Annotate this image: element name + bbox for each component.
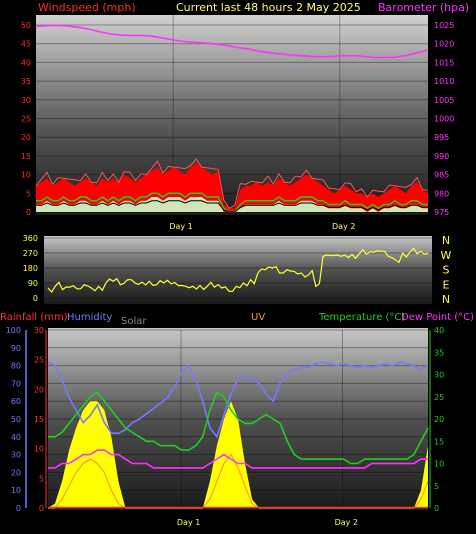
wind-tick-label: 50 (21, 21, 31, 30)
wind-tick-label: 20 (21, 133, 31, 142)
humidity-tick-label: 100 (6, 326, 21, 335)
temp-tick-label: 35 (434, 348, 444, 357)
chart-title: Current last 48 hours 2 May 2025 (176, 1, 361, 14)
rain-tick-label: 20 (34, 385, 44, 394)
rain-tick-label: 5 (39, 474, 44, 483)
baro-tick-label: 975 (434, 208, 449, 217)
wind-tick-label: 0 (26, 208, 31, 217)
humidity-tick-label: 90 (11, 344, 21, 353)
legend-label: Rainfall (mm) (0, 312, 68, 323)
baro-tick-label: 995 (434, 133, 449, 142)
day-label: Day 1 (169, 222, 192, 231)
compass-label: W (441, 249, 452, 262)
humidity-tick-label: 40 (11, 433, 21, 442)
temperature-line (48, 391, 429, 465)
baro-tick-label: 985 (434, 171, 449, 180)
humidity-tick-label: 30 (11, 451, 21, 460)
baro-tick-label: 1020 (434, 40, 454, 49)
rain-tick-label: 30 (34, 326, 44, 335)
humidity-tick-label: 80 (11, 362, 21, 371)
day-label: Day 2 (332, 222, 355, 231)
temp-tick-label: 25 (434, 393, 444, 402)
direction-tick-label: 270 (23, 249, 38, 258)
direction-tick-label: 0 (33, 294, 38, 303)
temp-tick-label: 20 (434, 415, 444, 424)
compass-label: E (443, 278, 450, 291)
baro-tick-label: 1005 (434, 96, 454, 105)
day-label: Day 1 (177, 518, 200, 527)
temp-tick-label: 10 (434, 460, 444, 469)
humidity-tick-label: 70 (11, 379, 21, 388)
temp-tick-label: 15 (434, 437, 444, 446)
wind-tick-label: 35 (21, 77, 31, 86)
wind-light-area (36, 197, 428, 212)
wind-tick-label: 45 (21, 40, 31, 49)
baro-tick-label: 1015 (434, 58, 454, 67)
compass-label: N (442, 234, 450, 247)
baro-tick-label: 980 (434, 189, 449, 198)
wind-tick-label: 25 (21, 115, 31, 124)
rain-tick-label: 15 (34, 415, 44, 424)
direction-line (47, 247, 429, 293)
baro-tick-label: 1000 (434, 115, 454, 124)
wind-tick-label: 10 (21, 171, 31, 180)
rain-tick-label: 10 (34, 445, 44, 454)
baro-tick-label: 990 (434, 152, 449, 161)
day-label: Day 2 (335, 518, 358, 527)
wind-tick-label: 5 (26, 189, 31, 198)
humidity-tick-label: 50 (11, 415, 21, 424)
humidity-line (47, 361, 429, 439)
rain-tick-label: 25 (34, 356, 44, 365)
humidity-tick-label: 20 (11, 468, 21, 477)
wind-tick-label: 40 (21, 58, 31, 67)
rain-tick-label: 0 (39, 504, 44, 513)
baro-tick-label: 1010 (434, 77, 454, 86)
dewpoint-line (48, 449, 428, 469)
temp-tick-label: 40 (434, 326, 444, 335)
temp-tick-label: 0 (434, 504, 439, 513)
temp-tick-label: 5 (434, 482, 439, 491)
legend-label: UV (251, 312, 265, 323)
wind-tick-label: 15 (21, 152, 31, 161)
humidity-tick-label: 0 (16, 504, 21, 513)
solar-area (48, 401, 428, 508)
baro-tick-label: 1025 (434, 21, 454, 30)
direction-panel-bg (44, 236, 432, 304)
humidity-tick-label: 60 (11, 397, 21, 406)
legend-label: Dew Point (°C) (401, 312, 474, 323)
wind-tick-label: 30 (21, 96, 31, 105)
direction-tick-label: 360 (23, 234, 38, 243)
compass-label: N (442, 293, 450, 306)
wind-low-line (36, 200, 428, 213)
baro-axis-title: Barometer (hpa) (378, 1, 469, 14)
compass-label: S (443, 264, 450, 277)
legend-label: Solar (121, 316, 147, 327)
direction-tick-label: 90 (28, 279, 38, 288)
wind-axis-title: Windspeed (mph) (38, 1, 136, 14)
barometer-line (35, 24, 429, 59)
legend-label: Humidity (67, 312, 112, 323)
windgust-line (35, 158, 429, 209)
legend-label: Temperature (°C) (318, 312, 405, 323)
direction-tick-label: 180 (23, 264, 38, 273)
temp-tick-label: 30 (434, 371, 444, 380)
humidity-tick-label: 10 (11, 486, 21, 495)
